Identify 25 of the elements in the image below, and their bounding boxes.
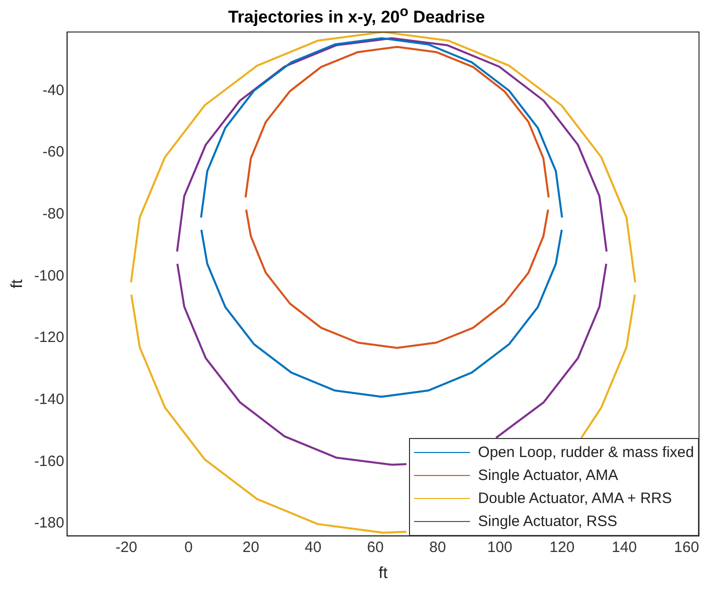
y-tick-label: -60 [42,144,64,161]
x-tick-label: -20 [116,538,138,556]
y-tick-label: -180 [34,514,64,532]
x-tick-label: 0 [184,538,193,556]
x-axis-title: ft [378,564,388,582]
legend-label: Single Actuator, RSS [478,512,618,530]
y-tick-label: -160 [34,452,64,470]
chart-title: Trajectories in x-y, 20$^{o}$ Deadrise [227,4,486,28]
x-tick-label: 120 [550,538,575,556]
x-tick-label: 40 [304,538,322,556]
x-tick-label: 140 [612,538,637,556]
y-tick-label: -100 [34,267,64,284]
x-tick-label: 100 [487,538,512,556]
x-tick-label: 80 [429,538,446,556]
y-tick-label: -140 [34,390,64,408]
y-tick-label: -120 [34,329,64,346]
y-tick-label: -40 [42,82,64,99]
y-axis-title: ft [9,278,26,288]
legend-label: Single Actuator, AMA [478,466,618,484]
x-tick-label: 60 [366,538,384,556]
legend-label: Double Actuator, AMA + RRS [478,490,672,507]
legend-label: Open Loop, rudder & mass fixed [478,444,694,461]
x-tick-label: 160 [674,538,700,556]
x-tick-label: 20 [242,538,260,556]
y-tick-label: -80 [42,206,64,222]
